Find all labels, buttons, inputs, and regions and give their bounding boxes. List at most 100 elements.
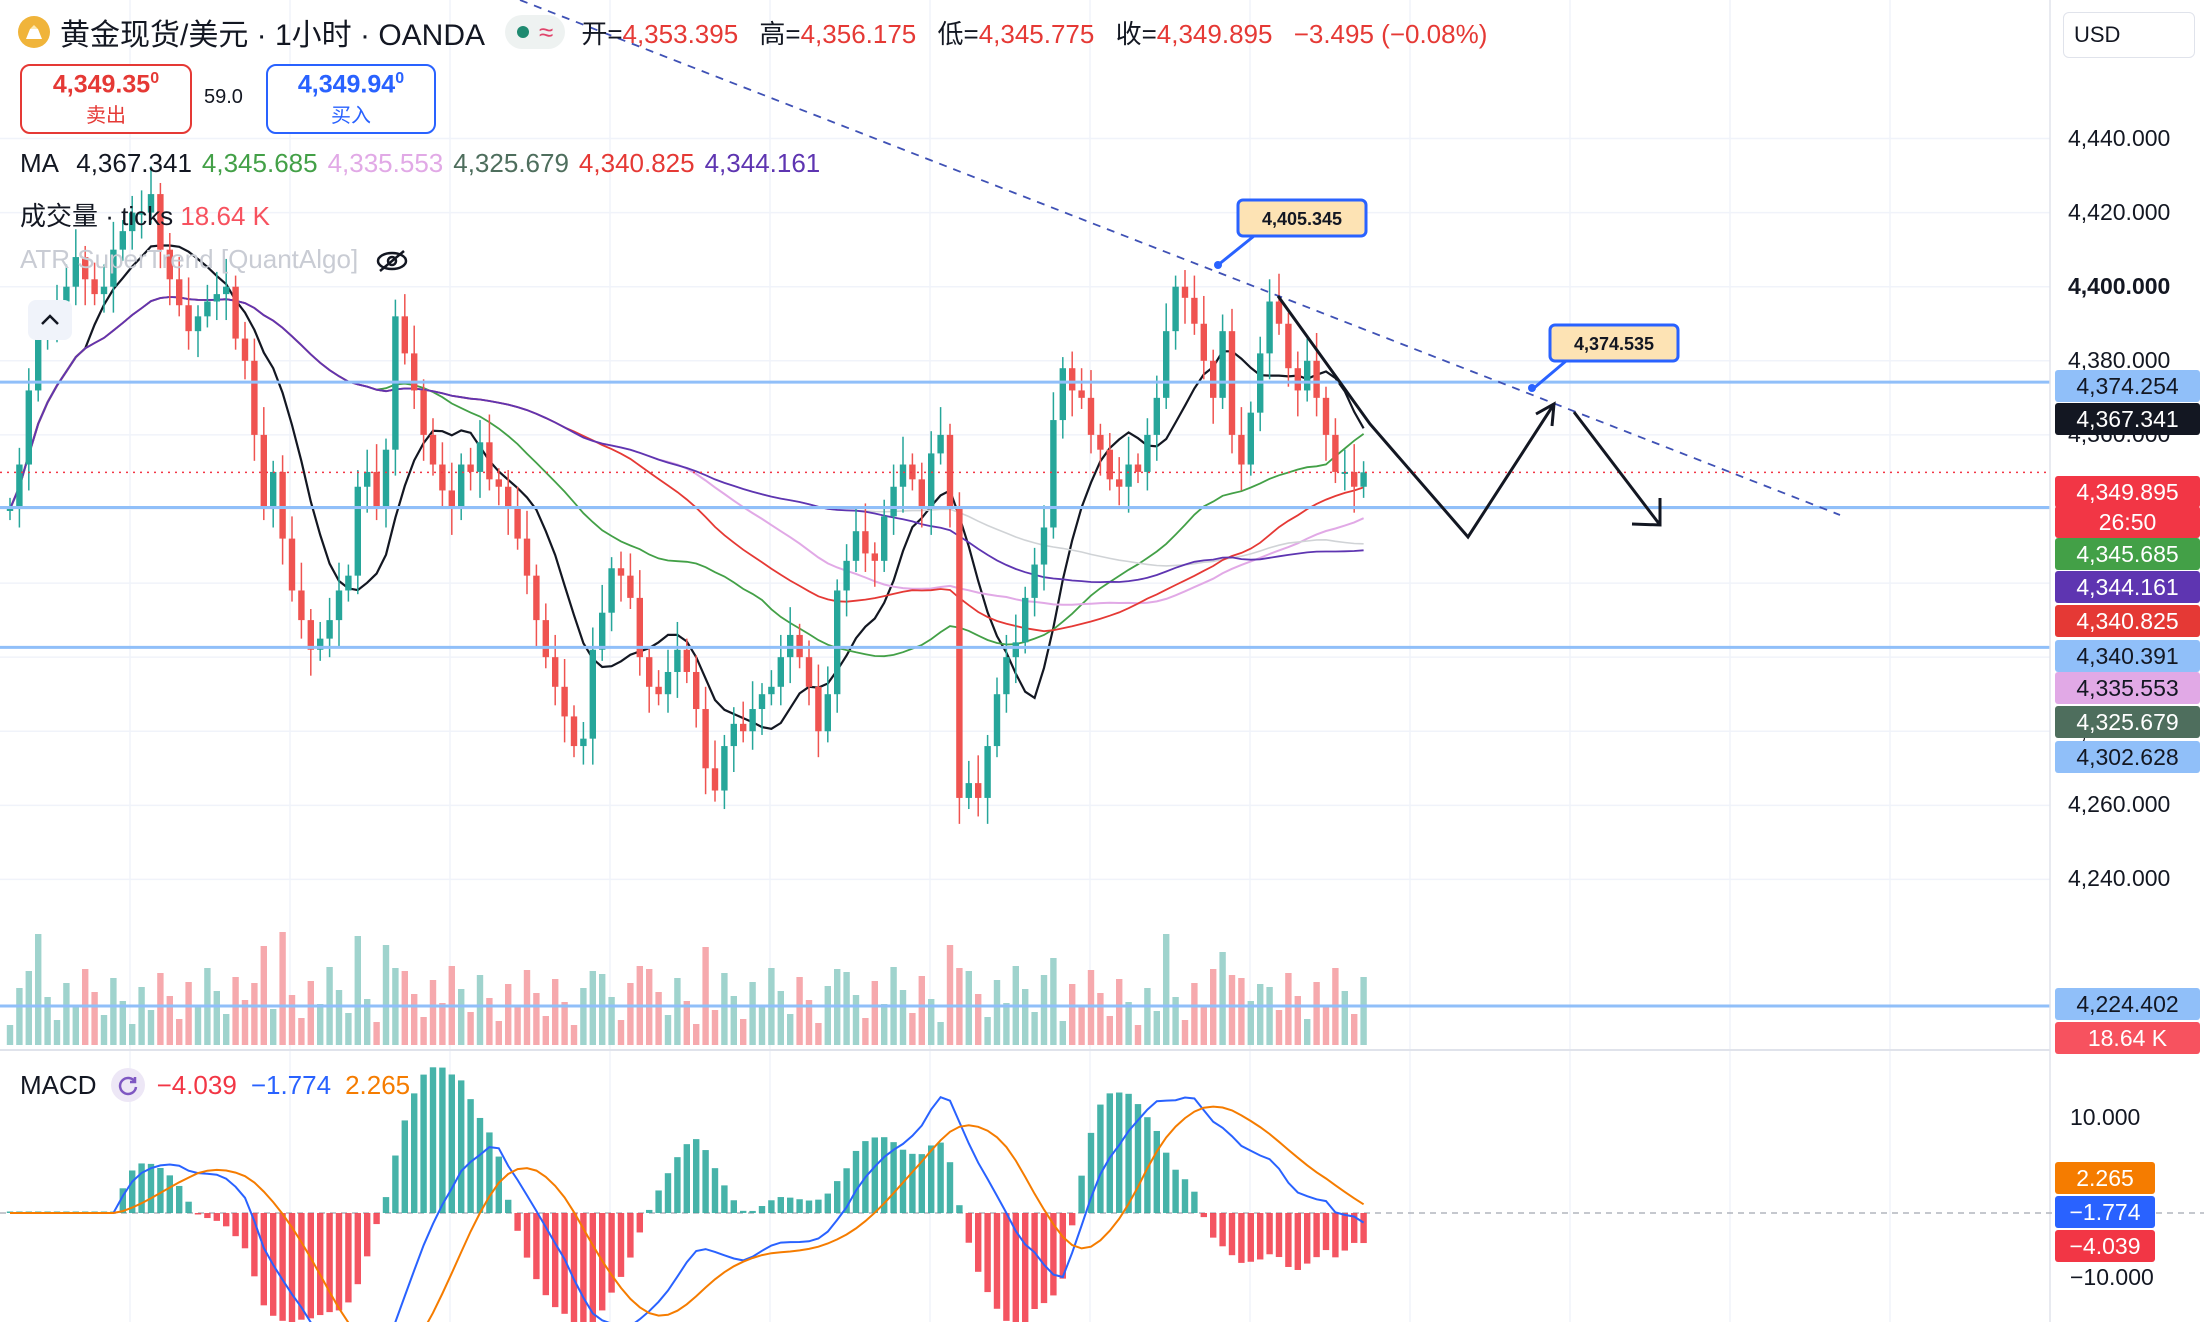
candle-body <box>1022 597 1029 643</box>
macd-hist-bar <box>1106 1093 1113 1213</box>
currency-select[interactable]: USD <box>2063 12 2195 58</box>
candle-body <box>928 453 935 509</box>
candle-body <box>1275 301 1283 324</box>
volume-label: 成交量 · ticks <box>20 201 174 231</box>
volume-bar <box>420 1017 427 1045</box>
macd-hist-bar <box>523 1213 531 1258</box>
macd-hist-bar <box>138 1163 145 1213</box>
market-status-pill[interactable]: ≈ <box>505 15 566 49</box>
volume-bar <box>1341 991 1348 1045</box>
macd-hist-bar <box>1031 1213 1038 1309</box>
macd-hist-bar <box>476 1117 484 1213</box>
volume-bar <box>702 947 709 1045</box>
macd-legend[interactable]: MACD −4.039 −1.774 2.265 <box>20 1068 410 1102</box>
volume-bar <box>608 997 615 1045</box>
price-tag: 4,344.161 <box>2055 571 2200 603</box>
candle-body <box>232 286 239 339</box>
arrow-down-icon <box>1631 498 1662 527</box>
macd-hist-bar <box>711 1168 719 1213</box>
collapse-legend-button[interactable] <box>28 300 72 340</box>
projection-down <box>1572 411 1662 526</box>
ma-legend[interactable]: MA 4,367.341 4,345.685 4,335.553 4,325.679 4… <box>20 148 840 179</box>
volume-bar <box>100 1015 108 1045</box>
macd-hist-bar <box>1210 1213 1217 1238</box>
candle-body <box>740 723 747 732</box>
symbol-title[interactable]: 黄金现货/美元 · 1小时 · OANDA <box>60 19 486 52</box>
macd-hist-bar <box>486 1132 493 1213</box>
candle-body <box>702 709 709 769</box>
sell-button[interactable]: 4,349.350 卖出 <box>20 64 192 134</box>
ma-value-3: 4,325.679 <box>453 148 569 178</box>
macd-hist-bar <box>1238 1213 1245 1263</box>
volume-bar <box>946 945 954 1045</box>
macd-hist-bar <box>1003 1213 1010 1321</box>
price-axis-label: 4,400.000 <box>2068 272 2171 299</box>
macd-hist-bar <box>608 1213 615 1293</box>
macd-hist-bar <box>928 1145 935 1213</box>
buy-button[interactable]: 4,349.940 买入 <box>266 64 436 134</box>
volume-bar <box>570 1025 578 1045</box>
callout-box <box>1236 198 1368 238</box>
volume-bar <box>617 1020 625 1045</box>
hidden-eye-icon[interactable] <box>375 249 409 273</box>
volume-bar <box>1163 934 1170 1045</box>
macd-hist-bar <box>580 1213 587 1322</box>
macd-hist-bar <box>918 1154 925 1213</box>
volume-bar <box>505 984 512 1045</box>
volume-bar <box>1304 1019 1311 1045</box>
atr-legend[interactable]: ATR SuperTrend [QuantAlgo] <box>20 244 409 275</box>
gold-logo-icon <box>18 16 50 48</box>
candle-body <box>72 257 79 287</box>
ma-label: MA <box>20 148 59 178</box>
candle-body <box>533 575 540 621</box>
macd-hist-bar <box>1134 1104 1142 1213</box>
candle-body <box>25 390 32 465</box>
candle-body <box>1210 360 1217 398</box>
macd-hist-bar <box>570 1213 578 1322</box>
macd-hist-bar <box>646 1209 653 1213</box>
candle-body <box>1040 527 1048 565</box>
candle-body <box>693 671 700 710</box>
ma-value-0: 4,367.341 <box>76 148 192 178</box>
volume-bar <box>711 1010 719 1045</box>
candle-body <box>843 560 850 591</box>
volume-bar <box>147 1010 155 1045</box>
volume-bar <box>176 1019 183 1045</box>
macd-hist-bar <box>326 1213 333 1313</box>
macd-hist-bar <box>721 1185 728 1213</box>
volume-bar <box>1031 1012 1038 1045</box>
candle-body <box>1153 397 1160 435</box>
volume-bar <box>1022 989 1029 1045</box>
refresh-icon[interactable] <box>110 1068 145 1102</box>
candle-body <box>881 516 888 561</box>
candle-body <box>476 442 484 472</box>
candle-body <box>993 694 1001 747</box>
macd-hist-bar <box>552 1213 559 1308</box>
price-tag: 4,367.341 <box>2055 403 2200 435</box>
macd-hist-bar <box>1087 1132 1095 1213</box>
candle-body <box>646 657 653 687</box>
candle-body <box>984 746 991 798</box>
price-axis-label: 4,260.000 <box>2068 791 2171 818</box>
macd-hist-bar <box>364 1213 371 1257</box>
volume-bar <box>664 1015 672 1045</box>
candle-body <box>119 231 126 250</box>
macd-hist-bar <box>429 1067 437 1213</box>
candle-body <box>157 194 164 250</box>
macd-hist-value: −4.039 <box>156 1069 237 1100</box>
volume-bar <box>345 1013 352 1045</box>
volume-bar <box>110 978 117 1045</box>
macd-hist-bar <box>1200 1213 1207 1218</box>
volume-legend[interactable]: 成交量 · ticks 18.64 K <box>20 196 270 233</box>
candle-body <box>1078 390 1085 398</box>
volume-bar <box>1097 993 1104 1045</box>
candle-body <box>1059 368 1066 421</box>
volume-bar <box>439 1003 446 1045</box>
macd-hist-bar <box>448 1074 455 1213</box>
macd-hist-bar <box>636 1213 643 1233</box>
volume-bar <box>862 1018 869 1045</box>
macd-hist-bar <box>1144 1117 1151 1213</box>
price-tag: 4,335.553 <box>2055 672 2200 704</box>
candle-body <box>1069 368 1076 391</box>
